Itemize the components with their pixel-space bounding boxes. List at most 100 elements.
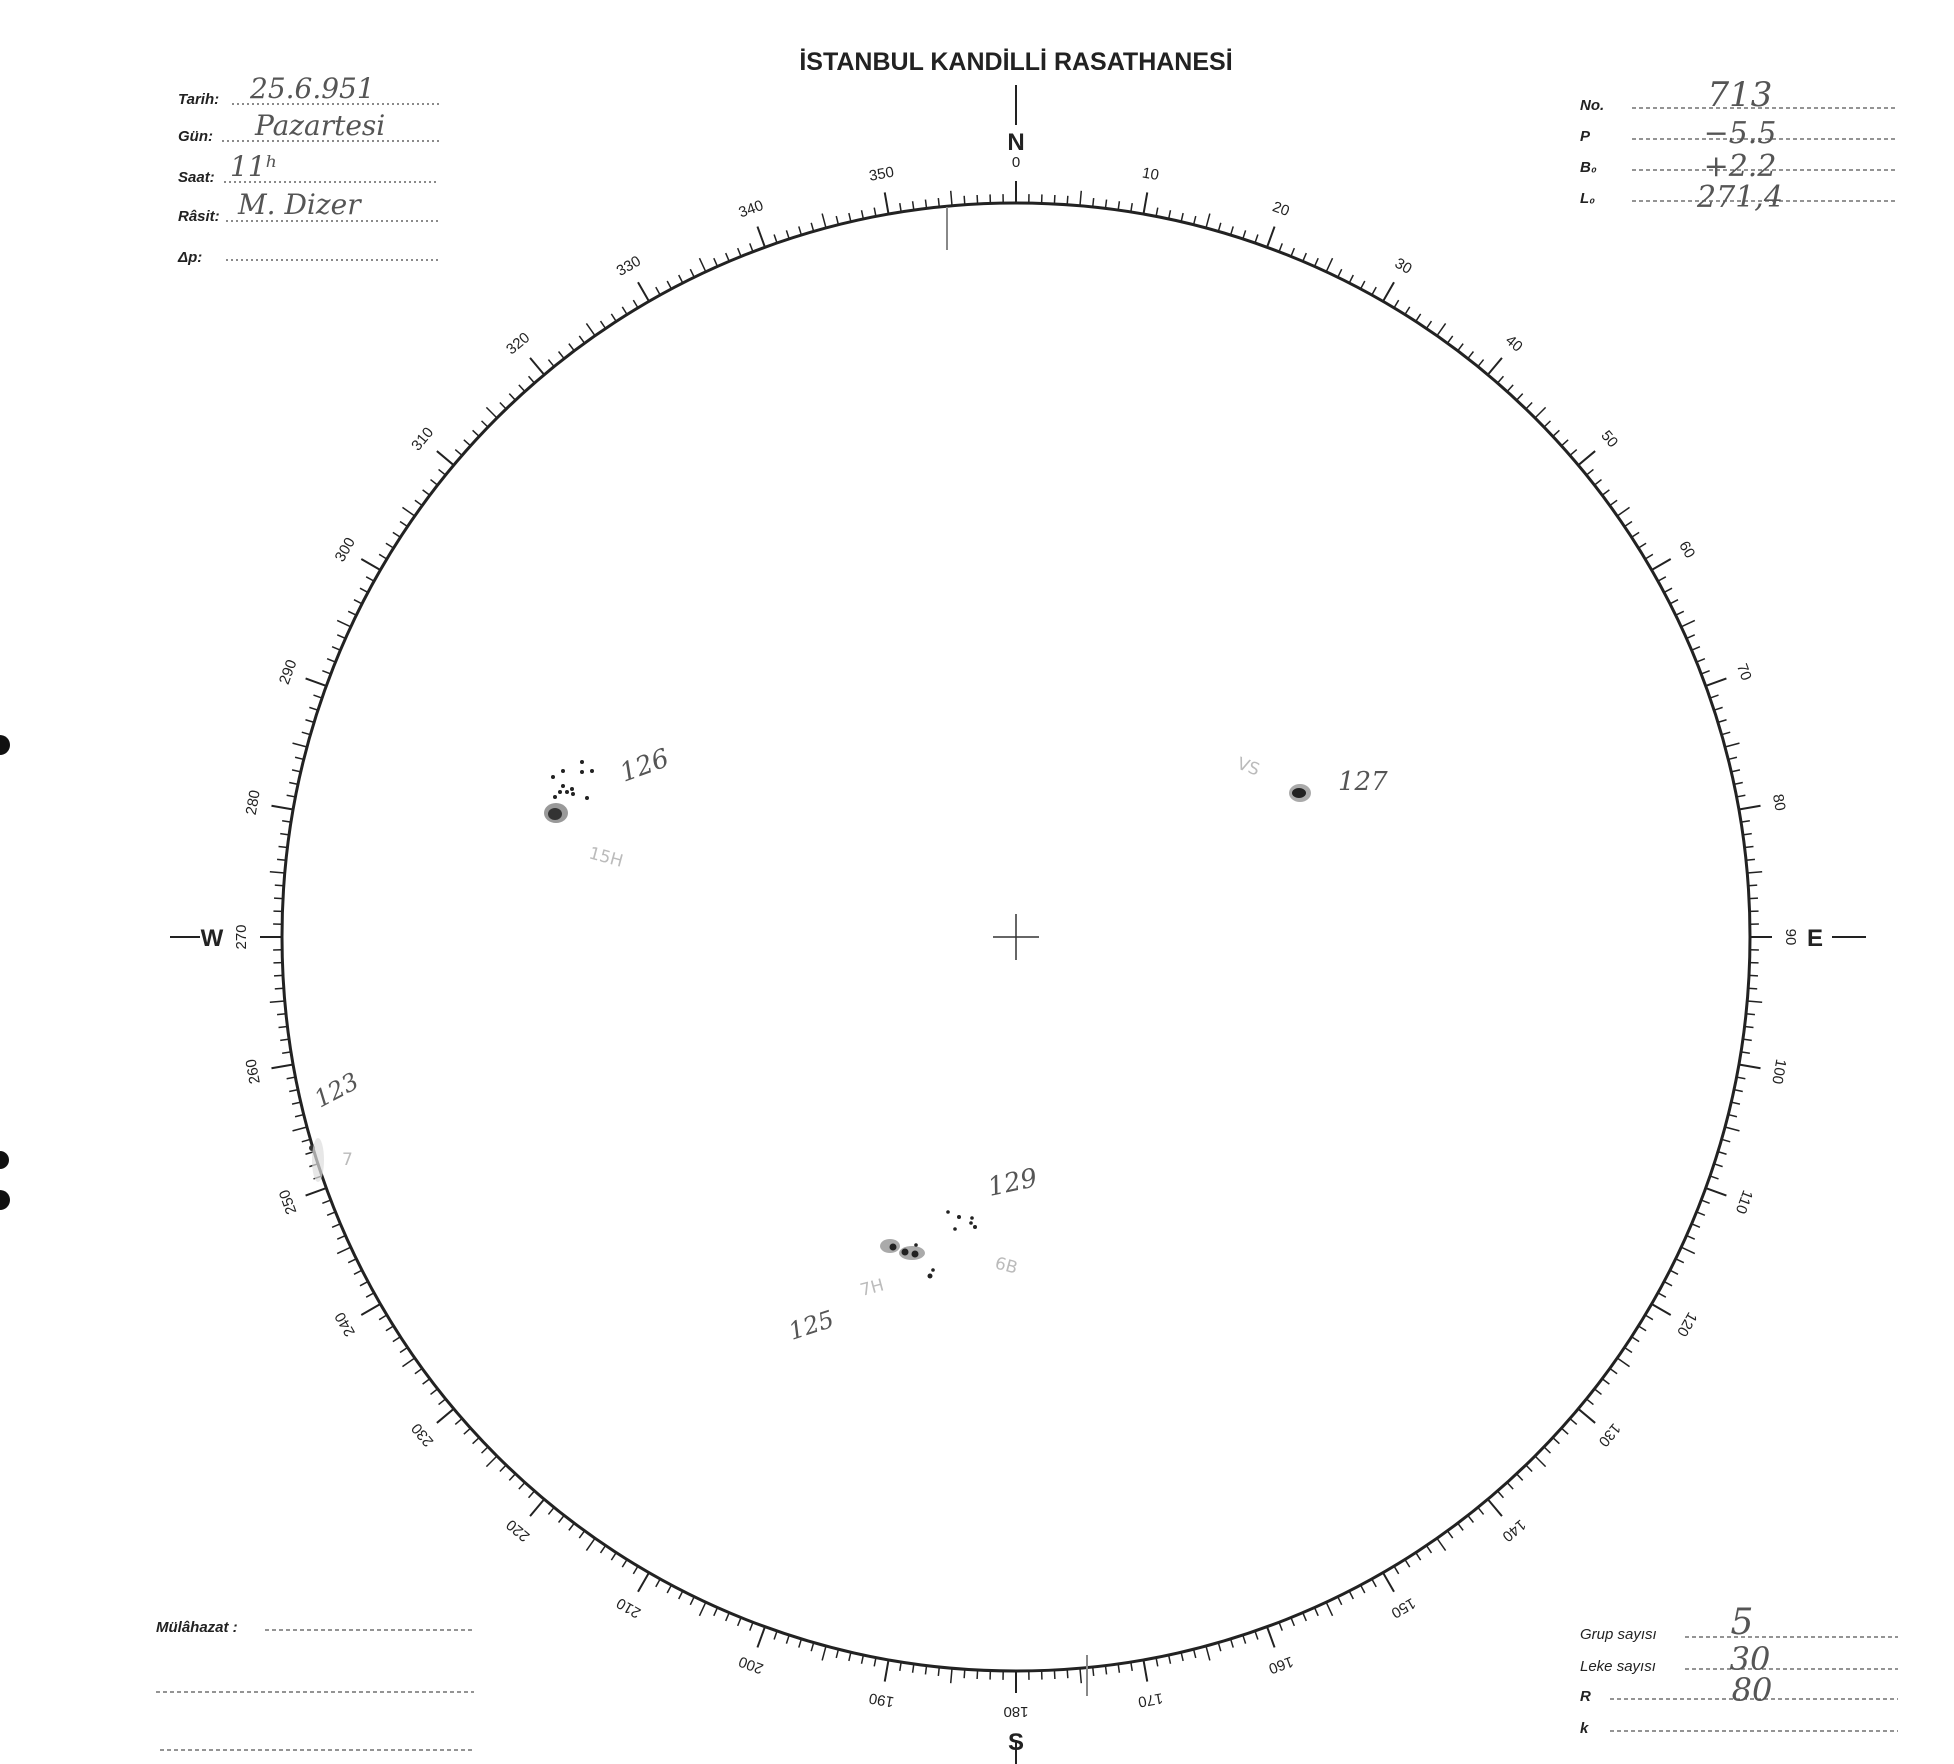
scale-tick — [1091, 197, 1095, 208]
scale-tick — [291, 1101, 301, 1105]
scale-tick — [305, 1187, 327, 1197]
scale-tick — [1638, 1325, 1647, 1332]
scale-tick — [599, 320, 607, 329]
scale-tick — [1705, 677, 1727, 687]
scale-tick — [1543, 420, 1551, 428]
scale-tick — [1242, 230, 1247, 240]
scale-tick — [399, 1346, 408, 1354]
scale-tick — [1446, 1530, 1454, 1539]
scale-tick — [1266, 226, 1276, 248]
scale-tick — [1593, 478, 1602, 486]
scale-tick — [294, 756, 304, 761]
scale-tick — [269, 870, 285, 874]
scale-label: 50 — [1597, 427, 1621, 451]
scale-tick — [1534, 1455, 1547, 1468]
scale-tick — [1651, 558, 1672, 571]
scale-label: 110 — [1732, 1188, 1756, 1216]
scale-tick — [1631, 531, 1640, 538]
r-value: 80 — [1732, 1671, 1773, 1709]
solar-disk: 0 10 20 30 40 50 60 70 80 90 100 110 120 130 140 150 160… — [233, 154, 1799, 1720]
sunspot-group-123: 123 7 — [309, 1067, 363, 1182]
scale-tick — [1371, 286, 1377, 296]
scale-label: 130 — [1595, 1420, 1624, 1450]
scale-tick — [1747, 870, 1763, 874]
scale-tick — [336, 634, 346, 640]
scale-tick — [1359, 280, 1366, 290]
scale-label: 70 — [1733, 661, 1755, 682]
sunspot-group-127: 127 VS — [1234, 754, 1388, 802]
spot-count-value: 30 — [1730, 1640, 1771, 1678]
group-count-value: 5 — [1731, 1602, 1754, 1643]
scale-tick — [438, 468, 447, 476]
scale-tick — [689, 268, 695, 278]
scale-tick — [678, 274, 684, 284]
scale-tick — [305, 719, 315, 724]
scale-tick — [481, 420, 489, 428]
scale-tick — [585, 1537, 596, 1551]
scale-tick — [1742, 1038, 1752, 1042]
scale-tick — [454, 448, 463, 457]
scale-tick — [1748, 884, 1758, 887]
scale-label: 220 — [503, 1516, 533, 1545]
scale-tick — [326, 657, 336, 663]
scale-tick — [1477, 359, 1485, 368]
scale-tick — [274, 884, 284, 887]
scale-label: 160 — [1266, 1653, 1295, 1678]
day-value: Pazartesi — [254, 109, 385, 142]
scale-tick — [1624, 1346, 1633, 1354]
scale-tick — [666, 1584, 673, 1594]
scale-tick — [785, 1634, 790, 1644]
scale-tick — [1337, 1596, 1343, 1606]
group-class: 6B — [993, 1254, 1020, 1279]
scale-tick — [1130, 203, 1133, 213]
binding-holes — [0, 735, 10, 1210]
scale-tick — [1638, 542, 1647, 549]
scale-tick — [289, 1088, 299, 1093]
scale-label: 80 — [1769, 793, 1789, 812]
group-number: 129 — [985, 1163, 1040, 1203]
scale-tick — [963, 1669, 966, 1679]
scale-tick — [610, 1552, 617, 1561]
scale-tick — [1254, 234, 1259, 244]
scale-tick — [378, 553, 388, 560]
day-label: Gün: — [178, 128, 213, 145]
scale-tick — [798, 1638, 803, 1648]
scale-tick — [1721, 1138, 1731, 1143]
scale-tick — [873, 207, 877, 217]
scale-tick — [1425, 1545, 1433, 1554]
scale-tick — [271, 1063, 294, 1070]
scale-label: 260 — [243, 1058, 264, 1086]
group-number: 127 — [1338, 767, 1388, 797]
scale-tick — [911, 201, 915, 211]
scale-tick — [1705, 1187, 1727, 1197]
scale-tick — [1217, 1642, 1222, 1652]
scale-tick — [1724, 1126, 1740, 1132]
scale-tick — [1337, 268, 1343, 278]
date-value: 25.6.951 — [249, 72, 375, 105]
scale-label: 210 — [614, 1594, 644, 1621]
scale-tick — [547, 359, 555, 368]
scale-tick — [485, 406, 498, 419]
scale-tick — [1348, 1590, 1354, 1600]
scale-tick — [286, 794, 296, 798]
scale-tick — [1229, 1638, 1234, 1648]
scale-tick — [1079, 1668, 1083, 1684]
scale-tick — [1516, 1473, 1524, 1481]
scale-tick — [485, 1455, 498, 1468]
scale-tick — [322, 1199, 332, 1204]
scale-tick — [291, 769, 301, 773]
scale-label: 290 — [276, 657, 301, 686]
scale-tick — [1496, 1490, 1505, 1499]
scale-tick — [873, 1657, 877, 1667]
scale-tick — [385, 1325, 394, 1332]
scale-label: 90 — [1782, 929, 1799, 946]
scale-tick — [632, 1565, 639, 1575]
scale-tick — [1740, 1051, 1750, 1054]
scale-label: 40 — [1502, 332, 1526, 356]
scale-tick — [499, 402, 507, 410]
scale-tick — [899, 1661, 902, 1671]
scale-tick — [1731, 769, 1741, 773]
scale-label: 100 — [1768, 1058, 1789, 1086]
scale-tick — [292, 1126, 308, 1132]
scale-tick — [632, 299, 639, 309]
